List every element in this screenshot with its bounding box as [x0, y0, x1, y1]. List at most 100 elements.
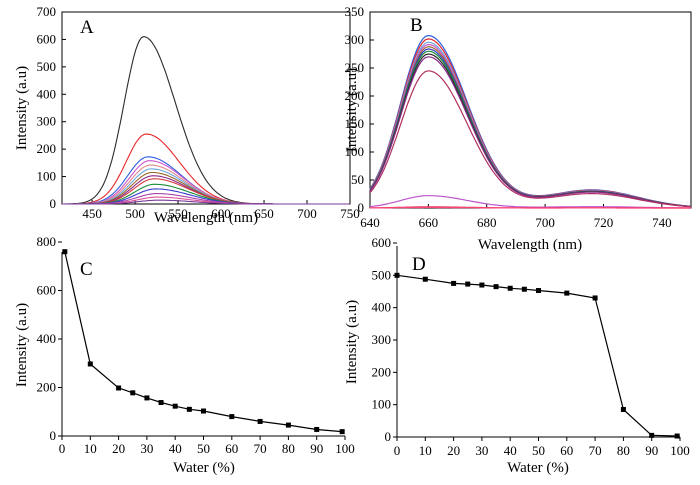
panel-b-series-line-99pct — [370, 206, 691, 209]
panel-d-xtick-label: 90 — [645, 443, 658, 458]
panel-a-series-line-30pct — [62, 164, 350, 205]
panel-b-xticks: 640 660 680 700 720 740 — [360, 204, 672, 230]
panel-a: A Wavelength (nm) Intensity (a.u) 450 500… — [14, 4, 360, 226]
panel-a-ylabel: Intensity (a.u) — [14, 66, 30, 150]
panel-d-ytick-label: 600 — [372, 235, 392, 250]
panel-c-xtick-label: 0 — [59, 441, 66, 456]
panel-b-frame — [369, 11, 692, 209]
panel-c-ytick-label: 800 — [37, 234, 57, 249]
panel-d-point — [536, 288, 541, 294]
panel-d-ytick-label: 0 — [385, 429, 392, 444]
panel-a-yticks: 0 100 200 300 400 500 600 700 — [37, 4, 66, 211]
panel-c-xtick-label: 100 — [335, 441, 355, 456]
panel-a-label: A — [80, 17, 94, 38]
panel-c-ylabel: Intensity (a.u) — [14, 303, 30, 387]
panel-c-xtick-label: 50 — [197, 441, 210, 456]
panel-a-frame — [61, 11, 351, 205]
panel-c-point — [130, 390, 136, 396]
panel-c-point — [62, 249, 68, 255]
panel-d-ytick-label: 500 — [372, 267, 392, 282]
panel-a-ytick-label: 0 — [50, 196, 57, 211]
panel-a-ytick-label: 300 — [37, 114, 57, 129]
panel-c-point — [158, 400, 164, 406]
panel-c-point — [186, 406, 192, 412]
panel-c-xticks: 0 10 20 30 40 50 60 70 80 90 100 — [59, 436, 355, 456]
panel-d-xticks: 0 10 20 30 40 50 60 70 80 90 100 — [394, 437, 690, 458]
panel-d-xtick-label: 100 — [670, 443, 690, 458]
panel-b-ytick-label: 250 — [345, 60, 365, 75]
panel-d-xtick-label: 10 — [419, 443, 432, 458]
panel-b-xtick-label: 640 — [360, 215, 380, 230]
panel-d-ytick-label: 200 — [372, 364, 392, 379]
panel-a-xtick-label: 750 — [340, 206, 360, 221]
panel-c-point — [229, 414, 235, 420]
panel-d-point — [422, 276, 428, 282]
panel-a-xticks: 450 500 550 600 650 700 750 — [82, 200, 360, 221]
panel-a-ytick-label: 500 — [37, 59, 57, 74]
panel-a-xtick-label: 450 — [82, 206, 102, 221]
panel-a-ytick-label: 400 — [37, 86, 57, 101]
panel-c-xtick-label: 90 — [310, 441, 323, 456]
panel-c-ytick-label: 600 — [37, 283, 57, 298]
panel-d-xtick-label: 70 — [589, 443, 602, 458]
panel-d-ytick-label: 100 — [372, 397, 392, 412]
panel-b-xtick-label: 720 — [594, 215, 614, 230]
panel-b-xtick-label: 700 — [535, 215, 555, 230]
panel-d: D Water (%) Intensity (a.u) 0 10 20 30 40 50 6… — [344, 235, 690, 476]
panel-d-point — [674, 433, 680, 439]
panel-d-point — [451, 280, 457, 286]
panel-d-xtick-label: 30 — [475, 443, 488, 458]
panel-b-ytick-label: 200 — [345, 88, 365, 103]
panel-c-point — [172, 403, 178, 409]
panel-b-ytick-label: 300 — [345, 32, 365, 47]
panel-d-point — [564, 290, 570, 296]
panel-b-ytick-label: 100 — [345, 144, 365, 159]
panel-d-xtick-label: 20 — [447, 443, 460, 458]
panel-b-series-line-40pct — [369, 46, 692, 207]
panel-d-ytick-label: 300 — [372, 332, 392, 347]
panel-a-xtick-label: 650 — [254, 206, 274, 221]
panel-c-point — [314, 426, 320, 432]
panel-c-point — [285, 422, 291, 428]
panel-a-ytick-label: 100 — [37, 169, 57, 184]
panel-d-xtick-label: 40 — [504, 443, 517, 458]
panel-a-xtick-label: 550 — [168, 206, 188, 221]
panel-d-point — [493, 284, 499, 290]
panel-d-point — [620, 407, 626, 413]
panel-a-ytick-label: 600 — [37, 31, 57, 46]
panel-c-ytick-label: 400 — [37, 331, 57, 346]
panel-c-ytick-label: 200 — [37, 380, 57, 395]
panel-c-point — [339, 429, 345, 435]
panel-a-series — [62, 36, 350, 205]
panel-a-xtick-label: 500 — [125, 206, 145, 221]
panel-d-xlabel: Water (%) — [507, 460, 569, 476]
panel-c-xtick-label: 20 — [112, 441, 125, 456]
panel-d-yticks: 0 100 200 300 400 500 600 — [372, 235, 397, 444]
panel-c-ytick-label: 0 — [50, 428, 57, 443]
panel-b-series-line-70pct — [369, 53, 692, 208]
panel-d-point — [465, 281, 471, 287]
panel-a-xlabel: Wavelength (nm) — [154, 210, 258, 226]
panel-d-ylabel: Intensity (a.u) — [344, 300, 360, 384]
panel-d-xtick-label: 0 — [394, 443, 401, 458]
panel-b-xtick-label: 680 — [477, 215, 497, 230]
panel-d-label: D — [412, 254, 426, 275]
panel-d-point — [592, 295, 598, 301]
panel-d-point — [507, 285, 513, 291]
panel-d-point — [479, 282, 485, 288]
panel-b-ytick-label: 350 — [345, 4, 365, 19]
panel-c-label: C — [80, 259, 93, 280]
panel-b-series-line-80pct — [369, 195, 691, 209]
panel-b-ytick-label: 150 — [345, 116, 365, 131]
panel-d-xtick-label: 80 — [617, 443, 630, 458]
panel-d-line — [396, 274, 678, 437]
panel-c-point — [201, 408, 206, 414]
panel-b-ytick-label: 0 — [358, 200, 365, 215]
panel-c: C Water (%) Intensity (a.u) 0 10 20 30 40 50 6… — [14, 234, 355, 476]
panel-c-xtick-label: 40 — [169, 441, 182, 456]
panel-c-xtick-label: 80 — [282, 441, 295, 456]
panel-a-xtick-label: 700 — [297, 206, 317, 221]
panel-b: B Wavelength (nm) Intensity (a.u) 640 660… — [344, 4, 692, 253]
panel-c-point — [87, 361, 93, 367]
panel-d-ytick-label: 400 — [372, 300, 392, 315]
